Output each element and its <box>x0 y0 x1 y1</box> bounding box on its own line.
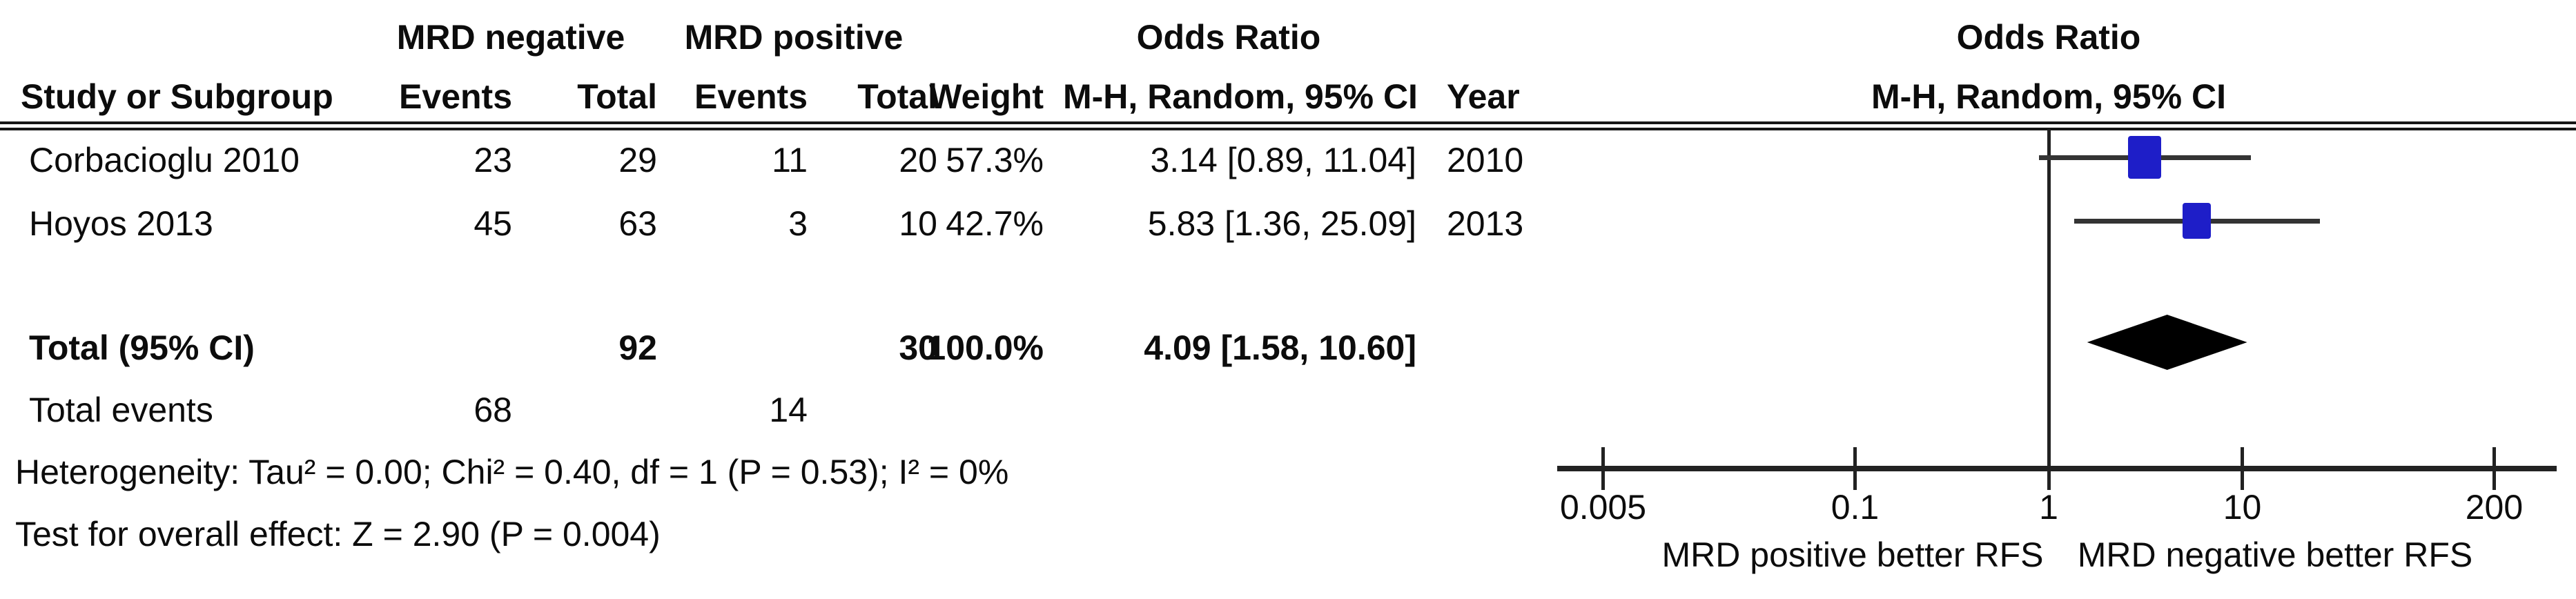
study-row: Corbacioglu 2010 23 29 11 20 57.3% 3.14 … <box>0 138 1553 182</box>
group-header-mrd-negative: MRD negative <box>396 18 625 57</box>
total-label: Total (95% CI) <box>29 328 255 367</box>
x-tick-label: 1 <box>2039 488 2058 527</box>
pooled-or-ci: 4.09 [1.58, 10.60] <box>1144 328 1416 367</box>
plot-header-odds-ratio: Odds Ratio <box>1956 18 2141 57</box>
pooled-diamond <box>2087 315 2247 370</box>
x-tick-label: 10 <box>2223 488 2262 527</box>
study-row: Hoyos 2013 45 63 3 10 42.7% 5.83 [1.36, … <box>0 202 1553 246</box>
study-name: Corbacioglu 2010 <box>29 141 300 179</box>
year-value: 2010 <box>1447 141 1524 179</box>
total-pos-sum: 30 <box>899 328 937 367</box>
total-weight: 100.0% <box>926 328 1044 367</box>
column-header-row: Study or Subgroup Events Total Events To… <box>0 75 1553 119</box>
total-events-neg: 68 <box>474 391 512 429</box>
x-tick-mark <box>2047 447 2051 490</box>
col-header-events-pos: Events <box>694 77 808 116</box>
group-header-mrd-positive: MRD positive <box>684 18 904 57</box>
events-neg-value: 45 <box>474 204 512 243</box>
total-events-row: Total events 68 14 <box>0 388 1553 432</box>
col-header-year: Year <box>1447 77 1520 116</box>
plot-header-mh-ci: M-H, Random, 95% CI <box>1871 77 2226 116</box>
x-axis-line <box>1557 466 2557 471</box>
total-pos-value: 20 <box>899 141 937 179</box>
x-tick-label: 0.1 <box>1831 488 1880 527</box>
col-header-weight: Weight <box>929 77 1044 116</box>
total-neg-sum: 92 <box>618 328 657 367</box>
overall-effect-test: Test for overall effect: Z = 2.90 (P = 0… <box>15 515 661 553</box>
total-events-pos: 14 <box>769 391 808 429</box>
x-tick-mark <box>1601 447 1606 490</box>
effect-square <box>2183 202 2212 239</box>
total-row: Total (95% CI) 92 30 100.0% 4.09 [1.58, … <box>0 326 1553 370</box>
x-tick-mark <box>2492 447 2496 490</box>
heterogeneity-stats: Heterogeneity: Tau² = 0.00; Chi² = 0.40,… <box>15 453 1009 491</box>
total-neg-value: 29 <box>618 141 657 179</box>
or-ci-value: 3.14 [0.89, 11.04] <box>1150 141 1417 179</box>
header-separator-line <box>0 121 2576 130</box>
year-value: 2013 <box>1447 204 1524 243</box>
events-neg-value: 23 <box>474 141 512 179</box>
weight-value: 57.3% <box>946 141 1044 179</box>
study-name: Hoyos 2013 <box>29 204 213 243</box>
col-header-total-neg: Total <box>577 77 657 116</box>
axis-left-direction-label: MRD positive better RFS <box>1661 536 2044 574</box>
total-neg-value: 63 <box>618 204 657 243</box>
col-header-events-neg: Events <box>399 77 512 116</box>
no-effect-line <box>2047 130 2051 471</box>
or-ci-value: 5.83 [1.36, 25.09] <box>1147 204 1416 243</box>
or-column-group-header: Odds Ratio <box>1136 18 1321 57</box>
events-pos-value: 3 <box>788 204 808 243</box>
x-tick-label: 0.005 <box>1559 488 1647 527</box>
effect-square <box>2128 136 2162 179</box>
events-pos-value: 11 <box>772 141 808 179</box>
col-header-mh-ci: M-H, Random, 95% CI <box>1063 77 1418 116</box>
total-pos-value: 10 <box>899 204 937 243</box>
col-header-study: Study or Subgroup <box>21 77 333 116</box>
weight-value: 42.7% <box>946 204 1044 243</box>
x-tick-mark <box>2241 447 2244 490</box>
axis-right-direction-label: MRD negative better RFS <box>2077 536 2473 574</box>
x-tick-mark <box>1853 447 1857 490</box>
total-events-label: Total events <box>29 391 213 429</box>
x-tick-label: 200 <box>2465 488 2524 527</box>
col-header-total-pos: Total <box>857 77 937 116</box>
